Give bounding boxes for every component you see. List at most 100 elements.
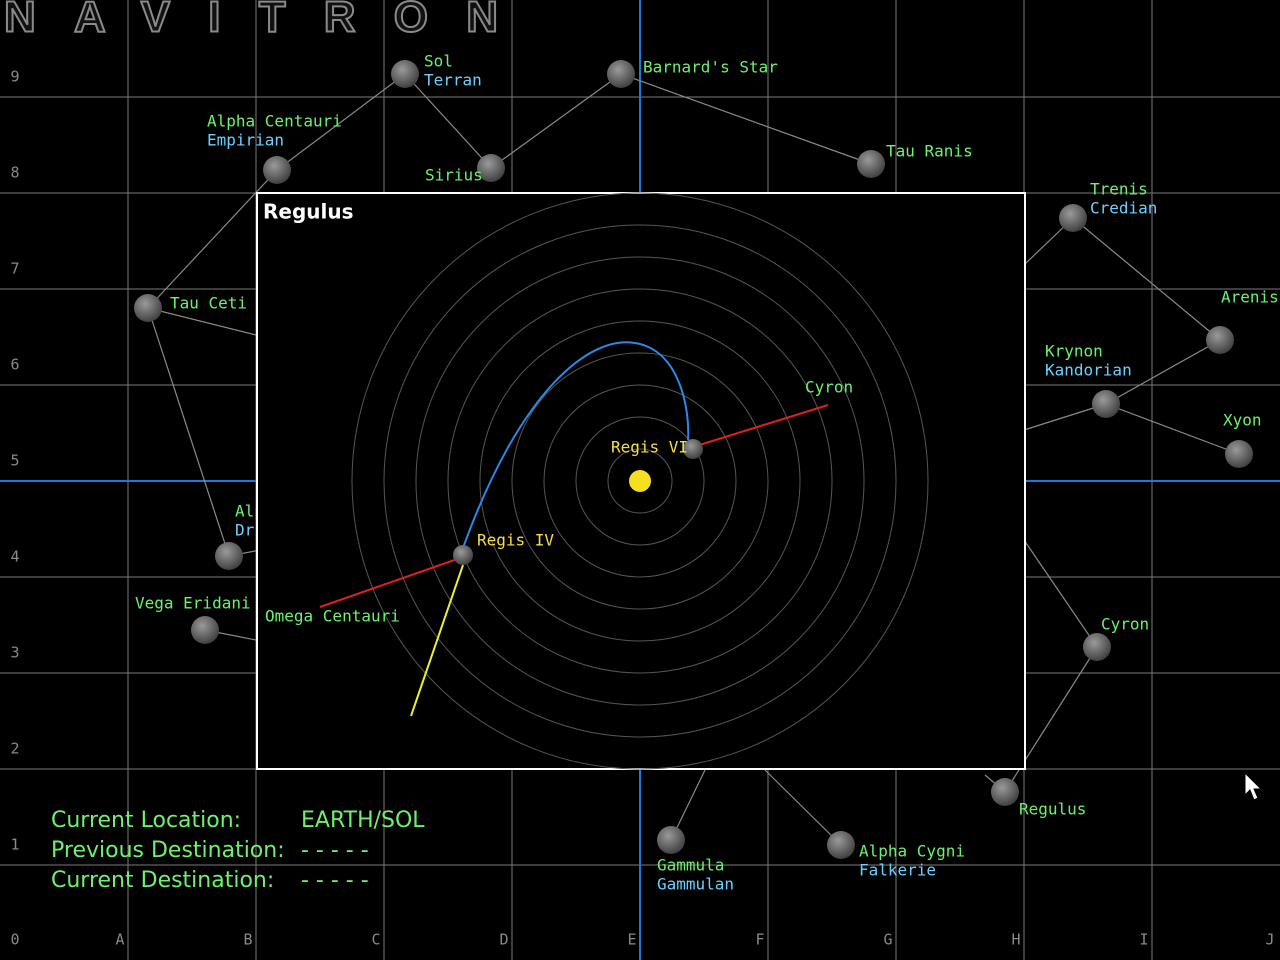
- planet-name: Regis VI: [611, 438, 688, 457]
- route-line: [490, 73, 622, 169]
- route-line: [1105, 403, 1240, 455]
- route-name: Cyron: [805, 378, 853, 397]
- status-value: EARTH/SOL: [301, 808, 425, 833]
- star-system[interactable]: [134, 294, 162, 322]
- star-system[interactable]: [657, 826, 685, 854]
- system-name: Arenis: [1221, 288, 1279, 307]
- system-name: Krynon: [1045, 342, 1103, 361]
- status-value: - - - - -: [301, 838, 369, 863]
- column-label: J: [1265, 931, 1274, 949]
- course-line: [410, 564, 464, 717]
- system-race: Falkerie: [859, 861, 936, 880]
- planet[interactable]: [683, 439, 703, 459]
- system-name: Sol: [424, 52, 453, 71]
- row-label: 9: [10, 68, 19, 86]
- route-line: [276, 73, 406, 171]
- system-race: Empirian: [207, 131, 284, 150]
- system-name: Regulus: [1019, 800, 1086, 819]
- system-name: Alpha Centauri: [207, 112, 342, 131]
- column-label: A: [115, 931, 124, 949]
- star-system[interactable]: [991, 778, 1019, 806]
- system-name: Xyon: [1223, 411, 1262, 430]
- system-name: Cyron: [1101, 615, 1149, 634]
- column-label: C: [371, 931, 380, 949]
- system-name: Vega Eridani: [135, 594, 251, 613]
- status-label: Current Location:: [51, 808, 241, 833]
- column-label: F: [755, 931, 764, 949]
- route-line: [319, 556, 464, 608]
- game-title: NAVITRON: [4, 0, 504, 42]
- column-label: D: [499, 931, 508, 949]
- system-name: Tau Ranis: [886, 142, 973, 161]
- column-label: I: [1139, 931, 1148, 949]
- route-line: [764, 769, 842, 846]
- orbit: [479, 320, 801, 642]
- system-race: Terran: [424, 71, 482, 90]
- orbit: [511, 352, 769, 610]
- route-line: [1023, 403, 1107, 431]
- row-label: 5: [10, 452, 19, 470]
- star-system[interactable]: [827, 831, 855, 859]
- star-system[interactable]: [857, 150, 885, 178]
- row-label: 3: [10, 644, 19, 662]
- status-value: - - - - -: [301, 868, 369, 893]
- sun: [629, 470, 651, 492]
- orbit: [575, 416, 705, 546]
- star-system[interactable]: [391, 60, 419, 88]
- star-system[interactable]: [1083, 633, 1111, 661]
- route-line: [620, 73, 872, 165]
- row-label: 8: [10, 164, 19, 182]
- system-name: Tau Ceti: [170, 294, 247, 313]
- column-label: 0: [10, 931, 19, 949]
- system-race: Kandorian: [1045, 361, 1132, 380]
- system-name: Alpha Cygni: [859, 842, 965, 861]
- row-label: 4: [10, 548, 19, 566]
- system-race: Gammulan: [657, 875, 734, 894]
- star-system[interactable]: [1059, 204, 1087, 232]
- column-label: H: [1011, 931, 1020, 949]
- orbit: [543, 384, 737, 578]
- route-line: [147, 307, 230, 557]
- orbit: [447, 288, 833, 674]
- panel-title: Regulus: [263, 200, 354, 224]
- route-line: [1105, 339, 1221, 405]
- star-system[interactable]: [1225, 440, 1253, 468]
- route-name: Omega Centauri: [265, 607, 400, 626]
- system-race: Credian: [1090, 199, 1157, 218]
- system-name: Sirius: [425, 166, 483, 185]
- system-name: Trenis: [1090, 180, 1148, 199]
- column-label: G: [883, 931, 892, 949]
- column-label: E: [627, 931, 636, 949]
- planet-name: Regis IV: [477, 531, 554, 550]
- star-system[interactable]: [1206, 326, 1234, 354]
- route-line: [692, 404, 829, 448]
- orbit: [383, 224, 897, 738]
- status-label: Previous Destination:: [51, 838, 285, 863]
- route-line: [147, 307, 257, 336]
- star-system[interactable]: [607, 60, 635, 88]
- column-label: B: [243, 931, 252, 949]
- orbit: [607, 448, 673, 514]
- star-system[interactable]: [263, 156, 291, 184]
- flight-path: [462, 341, 690, 549]
- route-line: [147, 169, 278, 309]
- star-system[interactable]: [191, 616, 219, 644]
- orbit: [351, 192, 929, 770]
- star-system[interactable]: [477, 154, 505, 182]
- route-line: [404, 73, 492, 169]
- row-label: 7: [10, 260, 19, 278]
- planet[interactable]: [453, 545, 473, 565]
- system-name: Barnard's Star: [643, 58, 778, 77]
- route-line: [1072, 217, 1221, 341]
- status-label: Current Destination:: [51, 868, 274, 893]
- row-label: 1: [10, 836, 19, 854]
- orbit: [415, 256, 865, 706]
- system-name: Gammula: [657, 856, 724, 875]
- star-system[interactable]: [215, 542, 243, 570]
- route-line: [1023, 539, 1098, 648]
- row-label: 2: [10, 740, 19, 758]
- system-race: Dr: [235, 521, 255, 540]
- row-label: 6: [10, 356, 19, 374]
- star-system[interactable]: [1092, 390, 1120, 418]
